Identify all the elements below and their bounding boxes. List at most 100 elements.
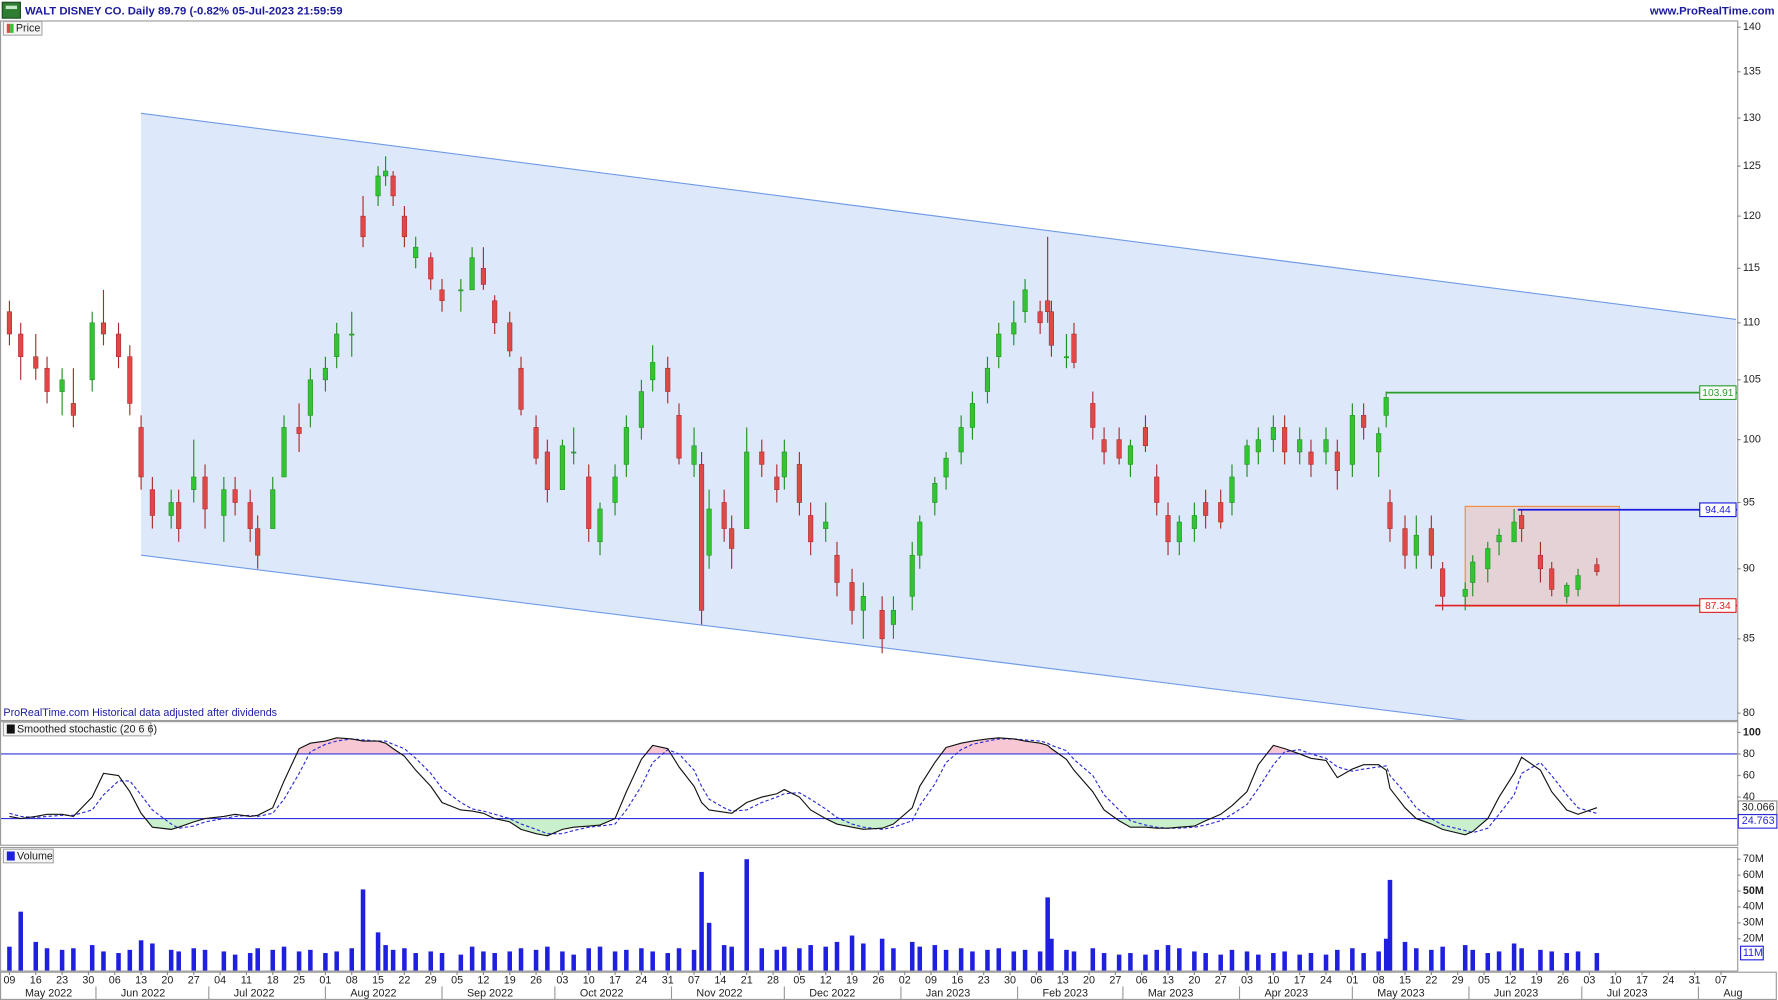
volume-bar <box>943 949 949 971</box>
level-label: 87.34 <box>1705 601 1731 612</box>
candle-body <box>1361 415 1367 428</box>
candle-body <box>544 451 550 490</box>
candle-body <box>59 379 65 392</box>
volume-bar <box>1440 946 1445 971</box>
candle-body <box>1402 528 1408 556</box>
volume-bar <box>458 954 464 971</box>
logo-detail <box>5 5 18 10</box>
volume-bar <box>560 951 565 971</box>
x-tick-label: 24 <box>1662 975 1674 987</box>
candle-body <box>1244 445 1250 465</box>
volume-bar <box>1037 951 1043 971</box>
volume-bar <box>1414 948 1419 971</box>
x-tick-label: 22 <box>398 975 410 987</box>
candle-body <box>1282 427 1288 453</box>
candle-body <box>597 508 603 543</box>
volume-bar <box>879 938 885 971</box>
x-tick-label: 06 <box>109 975 121 987</box>
volume-bar <box>507 951 513 971</box>
volume-bar <box>428 951 434 971</box>
volume-bar <box>138 940 144 971</box>
month-label: Apr 2023 <box>1264 988 1308 1000</box>
volume-bar <box>1519 948 1524 971</box>
stoch-tick-label: 60 <box>1743 769 1755 781</box>
candle-body <box>360 215 366 238</box>
x-tick-label: 07 <box>688 975 700 987</box>
volume-legend-box <box>2 848 54 864</box>
candle-body <box>439 289 445 302</box>
month-label: Jul 2022 <box>234 988 275 1000</box>
candle-body <box>650 362 656 381</box>
candle-body <box>691 445 697 465</box>
volume-bar <box>1271 953 1276 971</box>
volume-bar <box>985 949 990 971</box>
y-tick-label: 85 <box>1743 633 1755 645</box>
source-link[interactable]: www.ProRealTime.com <box>1649 5 1775 17</box>
x-tick-label: 23 <box>56 975 68 987</box>
month-label: May 2023 <box>1377 988 1424 1000</box>
x-tick-label: 19 <box>504 975 516 987</box>
volume-bar <box>891 948 896 971</box>
x-tick-label: 30 <box>1004 975 1016 987</box>
volume-bar <box>1192 951 1197 971</box>
candle-body <box>322 367 328 381</box>
x-tick-label: 22 <box>1425 975 1437 987</box>
volume-bar <box>1387 879 1393 971</box>
candle-body <box>1191 515 1197 529</box>
candle-body <box>33 356 39 369</box>
y-tick-label: 80 <box>1743 707 1755 719</box>
candle-body <box>699 464 705 611</box>
x-tick-label: 31 <box>1689 975 1701 987</box>
candle-body <box>890 610 896 625</box>
y-tick-label: 125 <box>1743 160 1761 172</box>
stoch-d-value-box <box>1737 813 1778 829</box>
x-tick-label: 26 <box>872 975 884 987</box>
legend-icon-up <box>10 23 14 33</box>
volume-bar <box>1549 951 1554 971</box>
volume-bar <box>1101 953 1107 971</box>
candle-body <box>383 170 389 177</box>
volume-bar <box>917 946 923 971</box>
volume-bar <box>597 946 603 971</box>
candle-body <box>571 451 577 454</box>
candle-body <box>1413 534 1419 556</box>
volume-bar <box>101 951 106 971</box>
level-label-box <box>1699 385 1737 400</box>
candle-body <box>413 246 419 258</box>
candle-body <box>559 445 565 490</box>
volume-bar <box>168 949 174 971</box>
y-tick-label: 95 <box>1743 496 1755 508</box>
volume-bar <box>1011 951 1017 971</box>
stochastic-panel <box>0 737 1738 837</box>
candle-body <box>917 521 923 556</box>
candle-body <box>706 508 712 556</box>
volume-bar <box>1090 948 1096 971</box>
y-tick-label: 130 <box>1743 112 1761 124</box>
x-tick-label: 18 <box>267 975 279 987</box>
candle-body <box>665 367 671 392</box>
volume-bar <box>1564 953 1570 971</box>
x-tick-label: 29 <box>425 975 437 987</box>
volume-bar <box>729 946 734 971</box>
stoch-legend-box <box>2 721 152 737</box>
volume-bar <box>18 911 23 971</box>
candle-body <box>176 502 182 529</box>
candle-body <box>70 403 76 416</box>
x-tick-label: 20 <box>1188 975 1200 987</box>
x-tick-label: 11 <box>241 975 252 987</box>
candle-body <box>1440 568 1446 597</box>
footnote: ProRealTime.com Historical data adjusted… <box>3 707 277 719</box>
candle-body <box>1255 439 1261 453</box>
volume-bar <box>232 954 238 971</box>
candle-body <box>638 391 644 428</box>
x-tick-label: 20 <box>1083 975 1095 987</box>
volume-bar <box>1165 945 1171 971</box>
stoch-k-line <box>9 737 1598 837</box>
x-tick-label: 31 <box>662 975 674 987</box>
volume-bar <box>89 945 95 971</box>
volume-bar <box>650 951 655 971</box>
candle-body <box>1376 433 1382 453</box>
month-label: Feb 2023 <box>1043 988 1089 1000</box>
stoch-d-line <box>9 738 1598 835</box>
x-tick-label: 21 <box>741 975 753 987</box>
